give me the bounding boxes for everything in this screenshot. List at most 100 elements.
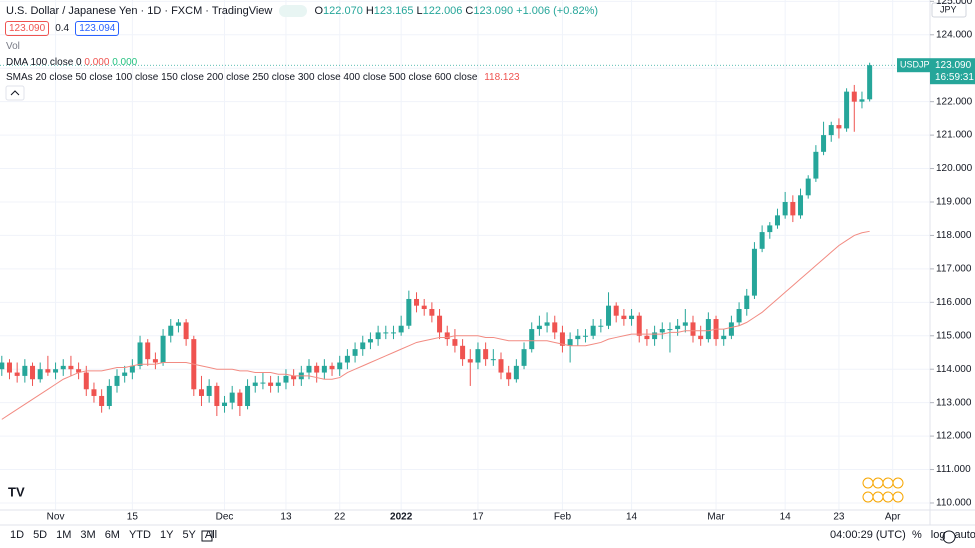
candle-body <box>22 365 28 376</box>
candle-body <box>836 125 842 129</box>
candle-body <box>14 372 20 376</box>
collapse-button[interactable] <box>5 85 25 101</box>
scale-option[interactable]: log <box>930 529 946 541</box>
candle-body <box>198 389 204 396</box>
currency[interactable]: JPY <box>940 4 957 14</box>
range-button[interactable]: 1M <box>56 529 72 541</box>
candle-body <box>559 332 565 346</box>
currency-button[interactable] <box>931 2 967 18</box>
candle-body <box>767 225 773 233</box>
candle-body <box>798 195 804 216</box>
candle-body <box>644 335 650 340</box>
legend-row: U.S. Dollar / Japanese Yen · 1D · FXCM ·… <box>6 5 601 18</box>
candle-body <box>360 342 366 350</box>
buy-price[interactable]: 123.094 <box>75 21 120 36</box>
y-tick-label: 121.000 <box>936 130 973 141</box>
candle-body <box>813 151 819 179</box>
range-button[interactable]: 5Y <box>182 529 196 541</box>
candle-body <box>867 65 873 100</box>
candle-body <box>306 365 312 373</box>
range-button[interactable]: YTD <box>128 529 151 541</box>
candle-body <box>744 295 750 310</box>
candle-body <box>782 201 788 216</box>
candle-body <box>406 298 412 326</box>
candle-body <box>828 125 834 136</box>
x-tick-label: 23 <box>833 512 845 523</box>
collapse-icon <box>10 90 20 96</box>
volume-label: Vol <box>6 41 20 52</box>
candle-body <box>37 369 43 380</box>
range-button[interactable]: 3M <box>80 529 96 541</box>
candle-body <box>229 392 235 403</box>
ohlc-value: 122.070 <box>323 5 363 17</box>
candle-body <box>536 325 542 330</box>
candle-body <box>145 342 151 360</box>
date-range-icon[interactable] <box>201 530 213 542</box>
candle-body <box>821 135 827 152</box>
y-tick-label: 117.000 <box>936 264 972 275</box>
candle-body <box>237 392 243 406</box>
y-tick-label: 125.000 <box>936 0 973 7</box>
range-button[interactable]: All <box>204 529 218 541</box>
candle-body <box>183 322 189 340</box>
ohlc-key: H <box>365 5 374 17</box>
y-tick-label: 110.000 <box>936 498 972 509</box>
candle-body <box>0 362 5 370</box>
candle-body <box>45 369 51 373</box>
candle-body <box>260 382 266 384</box>
candle-body <box>352 349 358 356</box>
scale-option[interactable]: % <box>912 529 922 541</box>
candle-body <box>375 332 381 340</box>
price-label: 123.090 <box>935 60 972 71</box>
symbol-box <box>897 58 930 73</box>
candle-body <box>390 332 396 334</box>
settings-icon[interactable] <box>942 530 956 544</box>
candle-body <box>383 332 389 334</box>
candle-body <box>859 99 865 102</box>
dma-row: DMA 100 close 0 0.000 0.000 <box>6 57 137 68</box>
candle-body <box>206 385 212 396</box>
candle-body <box>567 339 573 346</box>
candle-body <box>444 332 450 340</box>
candle-body <box>613 305 619 316</box>
y-tick-label: 119.000 <box>936 197 972 208</box>
x-tick-label: 2022 <box>390 512 413 523</box>
candle-body <box>129 365 135 373</box>
candle-body <box>552 322 558 333</box>
candle-body <box>621 315 627 320</box>
candle-body <box>168 325 174 336</box>
candle-body <box>53 369 59 373</box>
candle-body <box>421 305 427 310</box>
candle-body <box>598 325 604 327</box>
y-tick-label: 113.000 <box>936 397 972 408</box>
candle-body <box>652 332 658 340</box>
candle-body <box>667 329 673 331</box>
range-button[interactable]: 1D <box>10 529 25 541</box>
candle-body <box>851 91 857 102</box>
range-button[interactable]: 1Y <box>159 529 174 541</box>
candle-body <box>76 369 82 373</box>
range-button[interactable]: 6M <box>104 529 120 541</box>
x-tick-label: 14 <box>626 512 638 523</box>
y-tick-label: 114.000 <box>936 364 972 375</box>
candle-body <box>675 325 681 330</box>
candle-body <box>152 359 158 363</box>
candle-body <box>106 385 112 406</box>
candle-body <box>521 349 527 366</box>
candle-body <box>99 395 105 406</box>
range-button[interactable]: 5D <box>33 529 48 541</box>
ohlc-value: 123.165 <box>373 5 414 17</box>
candle-body <box>844 91 850 129</box>
candle-body <box>175 322 181 326</box>
scale-option[interactable]: auto <box>954 529 975 541</box>
candle-body <box>483 349 489 360</box>
candle-body <box>629 315 635 320</box>
candle-body <box>114 375 120 386</box>
sell-price[interactable]: 123.090 <box>5 21 50 36</box>
ohlc-key: C <box>465 5 474 17</box>
candle-body <box>467 359 473 363</box>
candle-body <box>606 305 612 326</box>
candle-body <box>252 382 258 386</box>
candle-body <box>728 322 734 336</box>
